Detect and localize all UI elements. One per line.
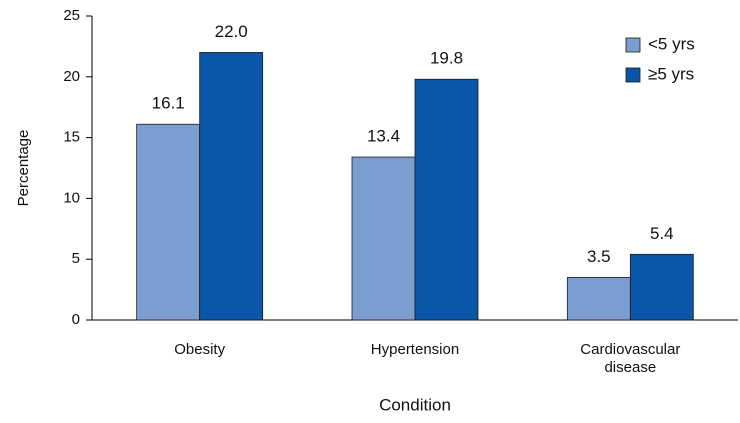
y-tick-label: 20 xyxy=(63,68,80,85)
legend-label: ≥5 yrs xyxy=(648,64,694,83)
y-tick-label: 25 xyxy=(63,7,80,24)
y-tick-label: 5 xyxy=(72,250,80,267)
value-label: 22.0 xyxy=(215,22,248,41)
y-tick-label: 10 xyxy=(63,189,80,206)
legend-swatch xyxy=(625,67,641,83)
bar xyxy=(136,123,201,321)
bar xyxy=(566,277,631,321)
value-label: 5.4 xyxy=(650,224,674,243)
y-axis-label: Percentage xyxy=(15,130,32,207)
x-axis-label: Condition xyxy=(379,395,451,414)
bar xyxy=(199,52,264,321)
x-tick-label: Obesity xyxy=(174,341,225,358)
bar xyxy=(351,156,416,321)
value-label: 13.4 xyxy=(367,127,400,146)
legend-label: <5 yrs xyxy=(648,34,695,53)
legend-swatch xyxy=(625,37,641,53)
y-tick-label: 0 xyxy=(72,311,80,328)
x-tick-label: Cardiovascular disease xyxy=(580,341,680,376)
value-label: 3.5 xyxy=(587,247,611,266)
bar xyxy=(414,78,479,321)
value-label: 19.8 xyxy=(430,49,463,68)
y-tick-label: 15 xyxy=(63,129,80,146)
value-label: 16.1 xyxy=(152,94,185,113)
x-tick-label: Hypertension xyxy=(371,341,459,358)
bar xyxy=(629,253,694,321)
